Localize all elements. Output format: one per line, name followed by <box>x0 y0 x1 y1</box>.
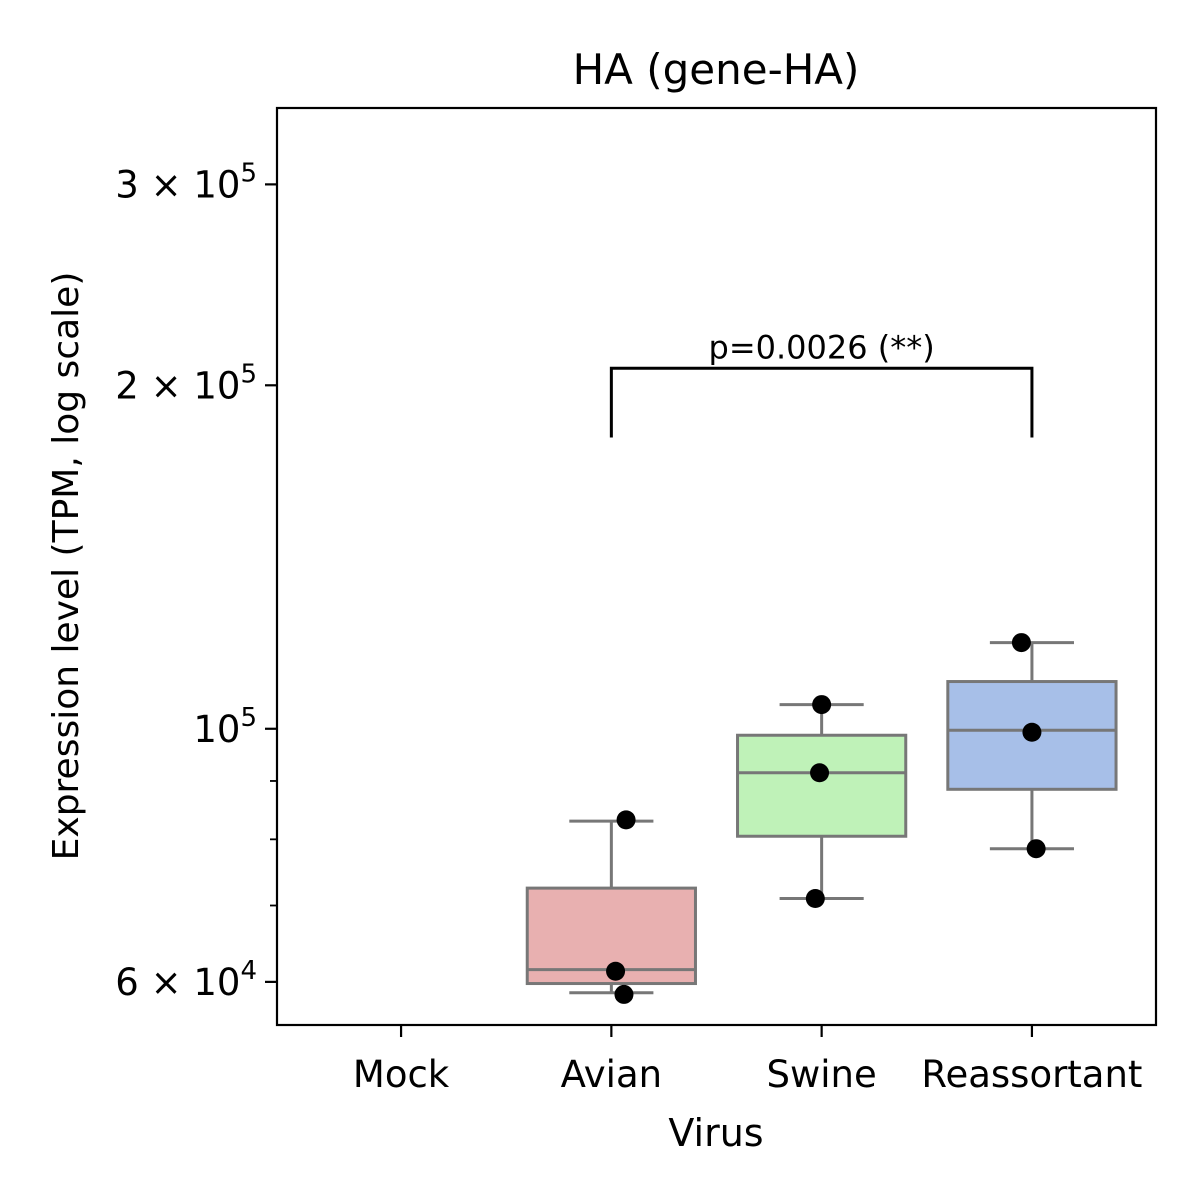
y-tick-label-100000: 105 <box>193 703 257 751</box>
data-point-reassortant-1 <box>1011 633 1031 653</box>
y-tick-label-300000: 3 × 105 <box>115 158 257 206</box>
data-point-avian-2 <box>606 961 626 981</box>
y-tick-label-60000: 6 × 104 <box>115 956 257 1004</box>
y-axis: 6 × 104 105 2 × 105 3 × 105 <box>115 158 277 1004</box>
box-swine <box>736 695 908 908</box>
axes-frame <box>275 106 1158 1027</box>
x-tick-label-avian: Avian <box>561 1053 662 1096</box>
p-value-label: p=0.0026 (**) <box>709 328 935 366</box>
x-axis: Mock Avian Swine Reassortant <box>353 1025 1142 1096</box>
box-avian <box>525 810 697 1004</box>
y-tick-label-200000: 2 × 105 <box>115 359 257 407</box>
x-tick-label-reassortant: Reassortant <box>921 1053 1142 1096</box>
plot-area: p=0.0026 (**) <box>525 328 1118 1004</box>
box-reassortant <box>946 633 1118 859</box>
significance-bracket: p=0.0026 (**) <box>609 328 1034 438</box>
data-point-reassortant-3 <box>1026 839 1046 859</box>
data-point-avian-3 <box>614 984 634 1004</box>
data-point-swine-2 <box>810 763 830 783</box>
chart-title: HA (gene-HA) <box>573 45 860 94</box>
x-axis-label: Virus <box>668 1111 763 1155</box>
data-point-swine-1 <box>812 695 832 715</box>
iqr-box <box>736 733 908 838</box>
bracket-line <box>609 366 1034 438</box>
y-axis-label: Expression level (TPM, log scale) <box>46 272 87 861</box>
data-point-reassortant-2 <box>1022 722 1042 742</box>
x-tick-label-swine: Swine <box>767 1053 877 1096</box>
data-point-swine-3 <box>805 888 825 908</box>
x-tick-label-mock: Mock <box>353 1053 450 1096</box>
data-point-avian-1 <box>616 810 636 830</box>
